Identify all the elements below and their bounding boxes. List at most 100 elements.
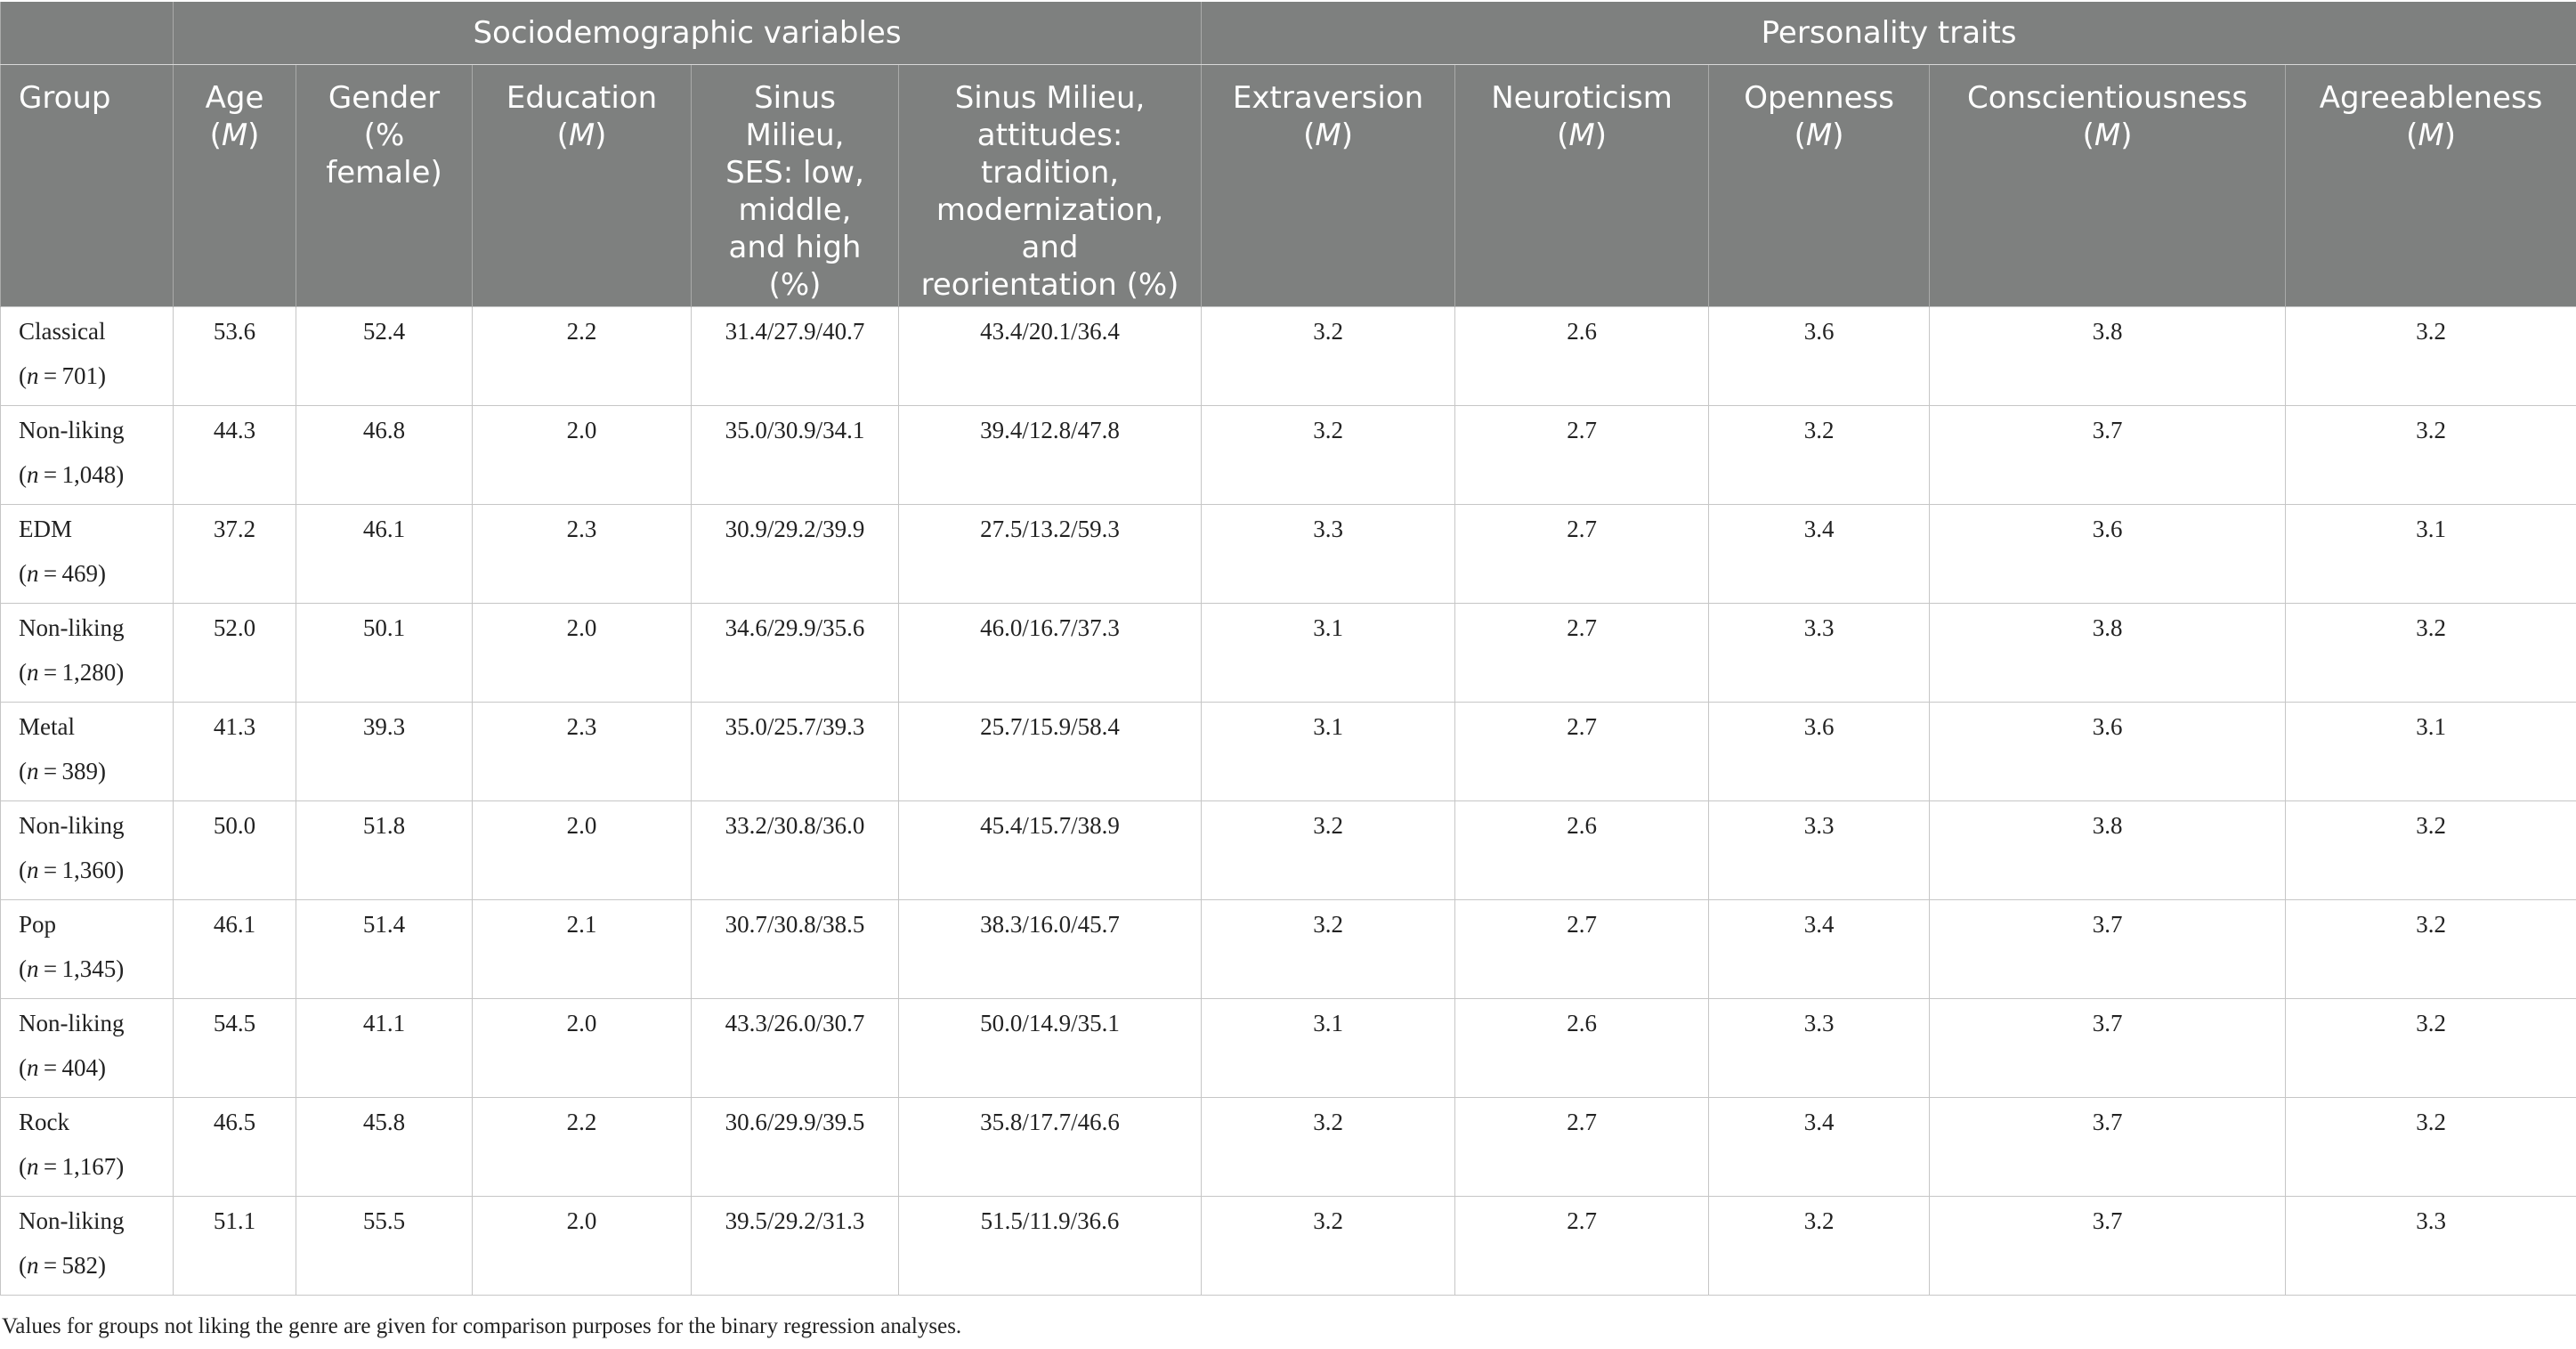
cell-extraversion: 3.1 — [1201, 702, 1456, 801]
cell-agreeableness: 3.2 — [2285, 306, 2576, 406]
cell-ses: 35.0/30.9/34.1 — [691, 405, 899, 505]
group-sample-size: (n = 404) — [19, 1054, 107, 1081]
cell-extraversion: 3.2 — [1201, 800, 1456, 900]
column-header-age: Age (M) — [173, 64, 296, 307]
cell-attitudes: 38.3/16.0/45.7 — [897, 899, 1203, 999]
cell-neuroticism: 2.7 — [1454, 504, 1710, 604]
cell-conscientiousness: 3.7 — [1929, 405, 2287, 505]
cell-openness: 3.2 — [1708, 405, 1931, 505]
column-header-attitudes-line3: tradition, — [980, 155, 1120, 191]
cell-group: Metal (n = 389) — [0, 702, 174, 801]
cell-attitudes: 39.4/12.8/47.8 — [897, 405, 1203, 505]
cell-age: 46.1 — [173, 899, 296, 999]
column-header-neuroticism-stat: M — [1568, 118, 1595, 153]
cell-neuroticism: 2.6 — [1454, 306, 1710, 406]
cell-age: 54.5 — [173, 998, 296, 1098]
cell-group: Classical (n = 701) — [0, 306, 174, 406]
cell-group: Non-liking (n = 404) — [0, 998, 174, 1098]
cell-attitudes: 43.4/20.1/36.4 — [897, 306, 1203, 406]
header-group-sociodemographic: Sociodemographic variables — [172, 2, 1203, 65]
cell-extraversion: 3.3 — [1201, 504, 1456, 604]
group-sample-size: (n = 1,360) — [19, 857, 125, 883]
column-header-ses-line3: SES: low, — [725, 155, 864, 191]
column-header-gender-line1: Gender — [328, 80, 441, 116]
cell-gender: 50.1 — [296, 603, 473, 703]
cell-age: 52.0 — [173, 603, 296, 703]
cell-conscientiousness: 3.7 — [1929, 1097, 2287, 1197]
group-name: Classical — [19, 318, 106, 345]
column-header-conscientiousness: Conscientiousness (M) — [1929, 64, 2287, 307]
cell-agreeableness: 3.2 — [2285, 1097, 2576, 1197]
group-sample-size: (n = 1,048) — [19, 461, 125, 488]
cell-openness: 3.4 — [1708, 504, 1931, 604]
column-header-conscientiousness-stat: M — [2094, 118, 2121, 153]
cell-age: 46.5 — [173, 1097, 296, 1197]
column-header-conscientiousness-label: Conscientiousness — [1966, 80, 2248, 116]
cell-education: 2.0 — [472, 800, 692, 900]
cell-gender: 39.3 — [296, 702, 473, 801]
sample-size-symbol: n — [27, 955, 39, 982]
table-row: Non-liking (n = 404) 54.5 41.1 2.0 43.3/26.0/… — [0, 998, 2576, 1098]
cell-gender: 46.8 — [296, 405, 473, 505]
group-name: Non-liking — [19, 417, 125, 443]
column-header-gender: Gender (% female) — [296, 64, 473, 307]
column-header-ses-line5: and high — [728, 230, 862, 265]
column-header-education-stat: M — [568, 118, 595, 153]
cell-group: Non-liking (n = 1,360) — [0, 800, 174, 900]
cell-neuroticism: 2.7 — [1454, 405, 1710, 505]
sample-size-symbol: n — [27, 560, 39, 587]
group-sample-size: (n = 1,167) — [19, 1153, 125, 1180]
group-name: Non-liking — [19, 1010, 125, 1036]
cell-ses: 33.2/30.8/36.0 — [691, 800, 899, 900]
cell-agreeableness: 3.2 — [2285, 603, 2576, 703]
table-row: Non-liking (n = 1,360) 50.0 51.8 2.0 33.2/30.… — [0, 800, 2576, 900]
sample-size-symbol: n — [27, 857, 39, 883]
cell-extraversion: 3.2 — [1201, 1097, 1456, 1197]
sample-size-symbol: n — [27, 758, 39, 784]
cell-education: 2.0 — [472, 1196, 692, 1296]
column-header-gender-line2: (% — [363, 118, 405, 153]
cell-agreeableness: 3.2 — [2285, 405, 2576, 505]
data-table: Sociodemographic variables Personality t… — [0, 2, 2576, 1296]
cell-age: 44.3 — [173, 405, 296, 505]
group-name: Non-liking — [19, 812, 125, 839]
sample-size-symbol: n — [27, 659, 39, 686]
column-header-gender-line3: female) — [326, 155, 442, 191]
cell-education: 2.0 — [472, 998, 692, 1098]
cell-openness: 3.2 — [1708, 1196, 1931, 1296]
cell-conscientiousness: 3.7 — [1929, 1196, 2287, 1296]
cell-openness: 3.3 — [1708, 603, 1931, 703]
cell-group: Pop (n = 1,345) — [0, 899, 174, 999]
cell-conscientiousness: 3.8 — [1929, 306, 2287, 406]
cell-education: 2.3 — [472, 504, 692, 604]
cell-conscientiousness: 3.6 — [1929, 504, 2287, 604]
column-header-ses: Sinus Milieu, SES: low, middle, and high… — [691, 64, 899, 307]
cell-age: 50.0 — [173, 800, 296, 900]
cell-openness: 3.4 — [1708, 1097, 1931, 1197]
group-sample-size: (n = 389) — [19, 758, 107, 784]
column-header-agreeableness-label: Agreeableness — [2319, 80, 2543, 116]
sample-size-symbol: n — [27, 1153, 39, 1180]
cell-conscientiousness: 3.8 — [1929, 603, 2287, 703]
cell-conscientiousness: 3.7 — [1929, 899, 2287, 999]
header-group-row: Sociodemographic variables Personality t… — [0, 2, 2576, 65]
cell-agreeableness: 3.3 — [2285, 1196, 2576, 1296]
cell-education: 2.0 — [472, 603, 692, 703]
cell-group: Rock (n = 1,167) — [0, 1097, 174, 1197]
column-header-attitudes-line4: modernization, — [936, 192, 1164, 228]
table-body: Classical (n = 701) 53.6 52.4 2.2 31.4/27.9/4… — [0, 306, 2576, 1296]
table-footnote: Values for groups not liking the genre a… — [2, 1314, 962, 1338]
sample-size-symbol: n — [27, 461, 39, 488]
cell-agreeableness: 3.2 — [2285, 800, 2576, 900]
group-name: EDM — [19, 516, 72, 542]
cell-ses: 35.0/25.7/39.3 — [691, 702, 899, 801]
cell-education: 2.2 — [472, 306, 692, 406]
sample-size-value: = 701 — [38, 362, 99, 389]
cell-neuroticism: 2.7 — [1454, 702, 1710, 801]
sample-size-value: = 1,345 — [38, 955, 117, 982]
cell-neuroticism: 2.7 — [1454, 1196, 1710, 1296]
cell-education: 2.2 — [472, 1097, 692, 1197]
cell-attitudes: 27.5/13.2/59.3 — [897, 504, 1203, 604]
cell-agreeableness: 3.1 — [2285, 504, 2576, 604]
cell-extraversion: 3.1 — [1201, 998, 1456, 1098]
